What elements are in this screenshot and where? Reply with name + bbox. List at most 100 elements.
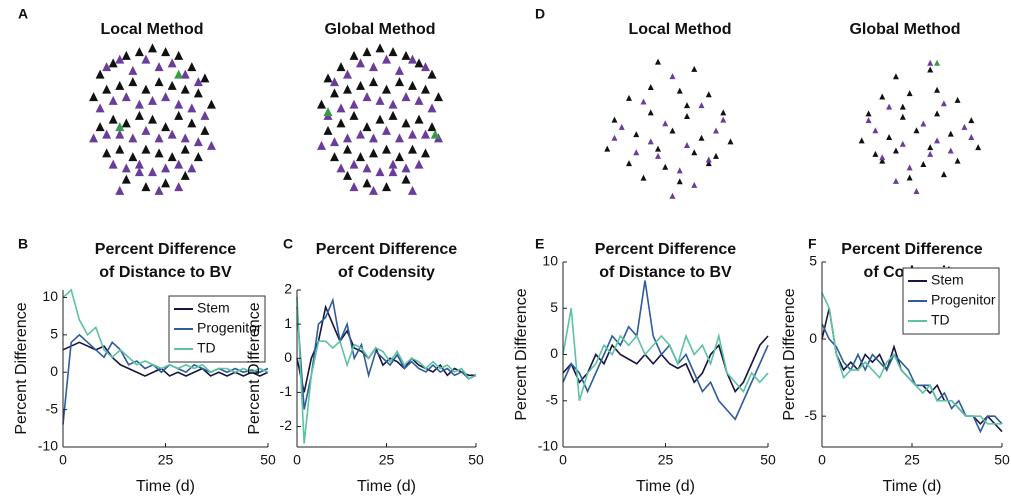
point: [705, 160, 712, 167]
point: [691, 149, 698, 156]
point: [720, 109, 727, 116]
point: [330, 137, 339, 147]
point: [349, 50, 359, 60]
point: [968, 117, 975, 124]
point: [913, 127, 920, 134]
series-line: [821, 292, 1002, 425]
point: [115, 144, 125, 154]
point: [356, 152, 365, 162]
point: [676, 178, 683, 185]
point: [947, 147, 954, 154]
plot-lines: [296, 296, 477, 444]
point: [705, 91, 712, 98]
panel-label: A: [18, 6, 28, 22]
point: [388, 99, 398, 109]
point: [369, 133, 378, 143]
point: [872, 150, 879, 157]
point: [330, 152, 339, 162]
point: [108, 58, 118, 68]
point: [927, 66, 934, 73]
point: [362, 92, 372, 102]
legend-label: Stem: [931, 272, 964, 288]
legend-label: Progenitor: [197, 320, 262, 336]
point: [618, 123, 625, 130]
point: [414, 159, 424, 169]
x-axis-label: Time (d): [136, 478, 195, 495]
point: [108, 95, 118, 105]
point: [121, 50, 131, 60]
point: [174, 69, 184, 79]
point: [102, 62, 112, 72]
y-tick-label: 5: [809, 253, 817, 269]
point: [167, 80, 177, 90]
series-line: [62, 341, 269, 377]
point: [323, 125, 333, 135]
point: [161, 122, 171, 132]
point: [336, 163, 346, 173]
point: [684, 102, 690, 109]
point: [154, 133, 164, 143]
point: [95, 69, 105, 79]
chart-title: Percent Difference: [95, 241, 236, 258]
point: [128, 133, 138, 143]
point: [200, 73, 210, 83]
point: [691, 65, 698, 72]
point: [899, 113, 906, 120]
point: [961, 123, 968, 130]
point: [167, 58, 177, 68]
point: [954, 96, 961, 103]
legend-label: Progenitor: [931, 292, 996, 308]
y-tick-label: -5: [46, 400, 59, 416]
x-tick-label: 50: [468, 452, 484, 468]
panel-label: E: [535, 236, 544, 252]
chart-title: Local Method: [628, 21, 731, 38]
point: [421, 62, 430, 72]
point: [89, 92, 99, 102]
point: [395, 65, 404, 75]
point: [102, 129, 112, 139]
point: [375, 95, 385, 105]
point: [167, 129, 177, 139]
point: [174, 50, 184, 60]
point: [369, 185, 378, 195]
point: [121, 174, 131, 184]
point: [362, 47, 372, 57]
point: [148, 114, 157, 124]
point: [187, 118, 197, 128]
point: [167, 152, 177, 162]
y-tick-label: 1: [284, 315, 292, 331]
point: [872, 127, 879, 134]
x-tick-label: 25: [658, 452, 674, 468]
y-tick-label: 10: [42, 288, 58, 304]
point: [343, 144, 352, 154]
point: [115, 54, 125, 64]
point: [154, 77, 164, 87]
y-axis-label: Percent Difference: [13, 302, 30, 434]
point: [968, 134, 975, 141]
point: [89, 133, 99, 143]
point: [421, 148, 430, 158]
x-tick-label: 0: [59, 452, 67, 468]
point: [174, 182, 184, 192]
chart-title: Percent Difference: [595, 241, 736, 258]
x-tick-label: 25: [158, 452, 174, 468]
x-tick-label: 0: [559, 452, 567, 468]
point: [684, 142, 690, 149]
point: [343, 69, 352, 79]
point: [343, 133, 352, 143]
point: [128, 65, 138, 75]
point: [362, 122, 372, 132]
point: [121, 163, 131, 173]
point: [858, 137, 865, 144]
chart-title: of Distance to BV: [99, 264, 232, 281]
point: [206, 99, 216, 109]
point: [388, 159, 398, 169]
x-tick-label: 50: [994, 452, 1010, 468]
point: [633, 131, 640, 138]
point: [161, 92, 171, 102]
point: [401, 174, 411, 184]
point: [655, 145, 661, 152]
point: [115, 185, 125, 195]
y-tick-label: -10: [38, 438, 58, 454]
point: [408, 144, 417, 154]
